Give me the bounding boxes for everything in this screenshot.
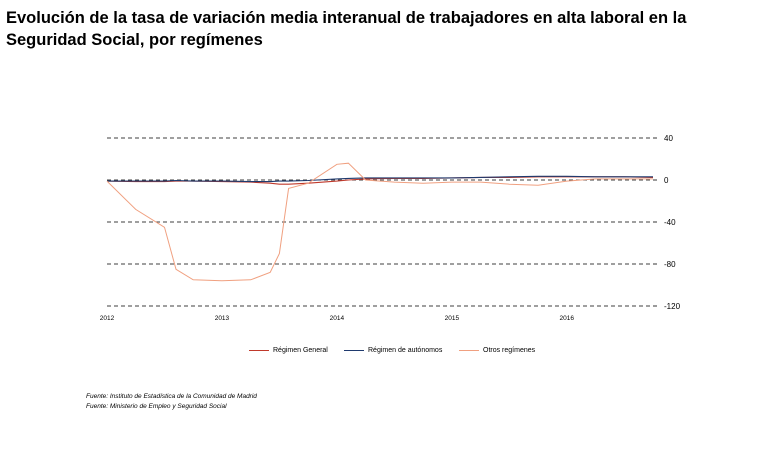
x-tick-label-4: 2016 [560, 315, 575, 322]
series-line-2 [106, 162, 653, 282]
chart-title: Evolución de la tasa de variación media … [6, 9, 687, 49]
gridlines [107, 137, 657, 307]
y-tick-label-1: 0 [664, 176, 669, 185]
sources-note: Fuente: Instituto de Estadística de la C… [86, 392, 257, 412]
source-line-1: Fuente: Instituto de Estadística de la C… [86, 393, 257, 400]
line-chart: 40 0 -40 -80 -120 2012 2013 2014 2015 2016 [100, 134, 681, 322]
y-tick-label-0: 40 [664, 134, 673, 143]
legend-swatch-1 [344, 350, 364, 351]
x-tick-label-1: 2013 [215, 315, 230, 322]
y-tick-label-3: -80 [664, 260, 676, 269]
x-tick-label-0: 2012 [100, 315, 115, 322]
legend-swatch-2 [459, 350, 479, 351]
legend-label-1: Régimen de autónomos [368, 347, 443, 354]
legend-swatch-0 [249, 350, 269, 351]
legend-item-0: Régimen General [249, 347, 328, 354]
x-tick-label-2: 2014 [330, 315, 345, 322]
x-tick-labels: 2012 2013 2014 2015 2016 [100, 315, 575, 322]
y-tick-label-4: -120 [664, 302, 681, 311]
legend-item-1: Régimen de autónomos [344, 347, 442, 354]
series-line-1 [107, 175, 653, 183]
y-tick-labels: 40 0 -40 -80 -120 [664, 134, 681, 311]
series-lines [106, 162, 654, 282]
legend-item-2: Otros regímenes [459, 347, 535, 354]
legend-label-0: Régimen General [273, 347, 328, 354]
x-tick-label-3: 2015 [445, 315, 460, 322]
legend-label-2: Otros regímenes [483, 347, 536, 354]
y-tick-label-2: -40 [664, 218, 676, 227]
legend: Régimen General Régimen de autónomos Otros… [0, 347, 759, 361]
source-line-2: Fuente: Ministerio de Empleo y Seguridad… [86, 403, 227, 410]
